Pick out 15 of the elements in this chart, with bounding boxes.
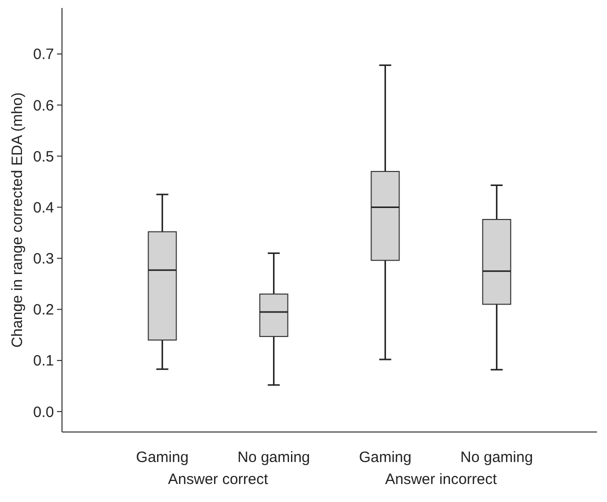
x-tick-label: Gaming	[136, 449, 189, 466]
y-tick-label: 0.7	[33, 46, 54, 64]
x-tick-label: No gaming	[460, 449, 533, 466]
y-tick-label: 0.0	[33, 404, 54, 421]
y-tick-label: 0.6	[33, 97, 54, 114]
y-tick-label: 0.3	[33, 250, 54, 268]
x-tick-label: No gaming	[237, 449, 310, 466]
x-tick-label: Gaming	[358, 449, 412, 466]
y-tick-label: 0.2	[33, 302, 54, 319]
text: Answer correct	[168, 471, 269, 488]
y-tick-label: 0.5	[33, 148, 54, 166]
y-axis-title: Change in range corrected EDA (mho)	[9, 92, 26, 348]
y-tick-label: 0.1	[33, 352, 54, 370]
text: Answer incorrect	[385, 471, 498, 488]
y-tick-label: 0.4	[33, 199, 54, 216]
